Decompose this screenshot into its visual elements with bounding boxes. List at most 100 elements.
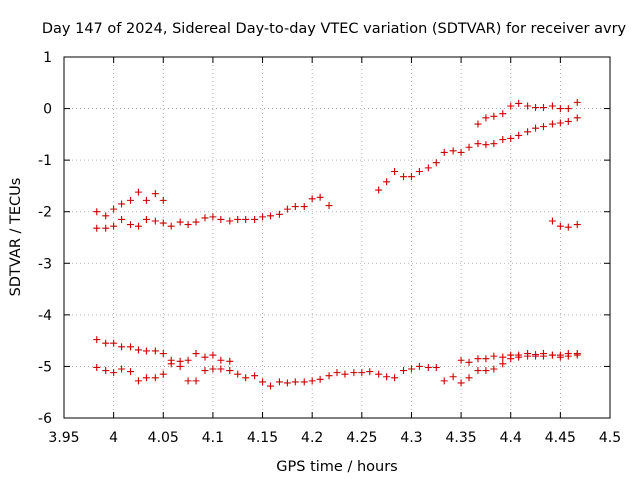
data-point-lower-b (151, 374, 159, 382)
data-point-upper-a (110, 205, 118, 213)
data-point-upper-b (564, 117, 572, 125)
data-point-upper-b (251, 215, 259, 223)
data-point-upper-b (176, 218, 184, 226)
y-tick-label: -4 (38, 308, 52, 324)
x-tick-label: 4.2 (301, 430, 323, 446)
data-point-lower-b (524, 352, 532, 360)
data-point-upper-a (499, 110, 507, 118)
data-point-upper-b (532, 124, 540, 132)
data-point-upper-a (457, 148, 465, 156)
data-point-lower-b (400, 367, 408, 375)
data-point-upper-b (524, 128, 532, 136)
y-tick-label: -1 (38, 153, 52, 169)
data-point-upper-b (127, 221, 135, 229)
data-point-upper-a (159, 196, 167, 204)
data-point-lower-b (474, 367, 482, 375)
data-point-lower-a (482, 355, 490, 363)
data-point-lower-b (564, 352, 572, 360)
data-point-lower-a (192, 350, 200, 358)
x-tick-label: 3.95 (48, 430, 79, 446)
data-point-upper-a (93, 208, 101, 216)
data-point-upper-b (325, 202, 333, 210)
data-point-upper-b (539, 123, 547, 131)
x-tick-label: 4.3 (400, 430, 422, 446)
data-point-lower-b (251, 372, 259, 380)
data-point-lower-a (217, 356, 225, 364)
data-point-lower-b (375, 370, 383, 378)
data-point-upper-a (142, 196, 150, 204)
data-point-lower-b (407, 365, 415, 373)
data-point-lower-b (259, 378, 267, 386)
data-point-upper-b (110, 222, 118, 230)
data-point-lower-a (142, 347, 150, 355)
data-point-lower-b (391, 374, 399, 382)
data-point-upper-b (474, 140, 482, 148)
x-tick-label: 4.35 (446, 430, 477, 446)
data-point-upper-b (548, 217, 556, 225)
data-point-lower-b (201, 367, 209, 375)
data-point-upper-b (490, 140, 498, 148)
data-point-upper-b (482, 141, 490, 149)
y-axis-label: SDTVAR / TECUs (8, 178, 24, 297)
data-point-lower-a (134, 346, 142, 354)
data-point-upper-a (391, 167, 399, 175)
data-point-upper-a (400, 173, 408, 181)
data-point-upper-a (449, 147, 457, 155)
data-point-upper-b (548, 120, 556, 128)
data-point-lower-a (474, 355, 482, 363)
x-tick-label: 4.05 (148, 430, 179, 446)
data-point-lower-a (184, 356, 192, 364)
data-point-lower-b (457, 379, 465, 387)
data-point-upper-a (134, 188, 142, 196)
data-point-upper-b (465, 143, 473, 151)
x-tick-label: 4.1 (202, 430, 224, 446)
data-point-lower-b (217, 365, 225, 373)
data-point-upper-b (564, 223, 572, 231)
data-point-upper-b (226, 217, 234, 225)
chart-title: Day 147 of 2024, Sidereal Day-to-day VTE… (42, 21, 627, 37)
data-point-lower-b (333, 369, 341, 377)
data-point-lower-b (283, 379, 291, 387)
data-point-lower-a (457, 356, 465, 364)
data-point-lower-b (449, 373, 457, 381)
data-point-lower-b (366, 368, 374, 376)
data-point-upper-b (201, 214, 209, 222)
data-point-lower-b (341, 370, 349, 378)
data-point-upper-b (142, 215, 150, 223)
data-point-upper-b (556, 222, 564, 230)
data-point-lower-a (159, 350, 167, 358)
plot-frame (63, 56, 611, 419)
data-point-upper-b (515, 131, 523, 139)
data-point-lower-a (490, 352, 498, 360)
data-point-lower-b (350, 369, 358, 377)
data-point-upper-b (159, 219, 167, 227)
data-point-upper-b (118, 215, 126, 223)
data-point-lower-b (192, 377, 200, 385)
data-point-lower-b (102, 367, 110, 375)
data-point-lower-a (110, 339, 118, 347)
data-point-lower-b (507, 355, 515, 363)
data-point-lower-b (184, 377, 192, 385)
data-point-upper-b (499, 136, 507, 144)
data-point-lower-a (118, 343, 126, 351)
data-point-lower-b (440, 377, 448, 385)
data-point-lower-b (291, 378, 299, 386)
data-point-upper-b (192, 218, 200, 226)
data-point-lower-b (234, 370, 242, 378)
data-point-upper-a (490, 112, 498, 120)
data-point-lower-b (159, 370, 167, 378)
data-point-lower-b (573, 351, 581, 359)
x-tick-label: 4 (109, 430, 118, 446)
data-point-upper-a (515, 99, 523, 107)
data-point-lower-b (358, 369, 366, 377)
x-tick-label: 4.5 (599, 430, 621, 446)
data-point-upper-a (432, 159, 440, 167)
data-point-upper-b (375, 186, 383, 194)
data-point-upper-b (217, 215, 225, 223)
data-point-lower-a (209, 351, 217, 359)
data-point-upper-b (573, 114, 581, 122)
data-point-lower-b (226, 367, 234, 375)
x-tick-label: 4.15 (247, 430, 278, 446)
data-point-upper-b (151, 217, 159, 225)
